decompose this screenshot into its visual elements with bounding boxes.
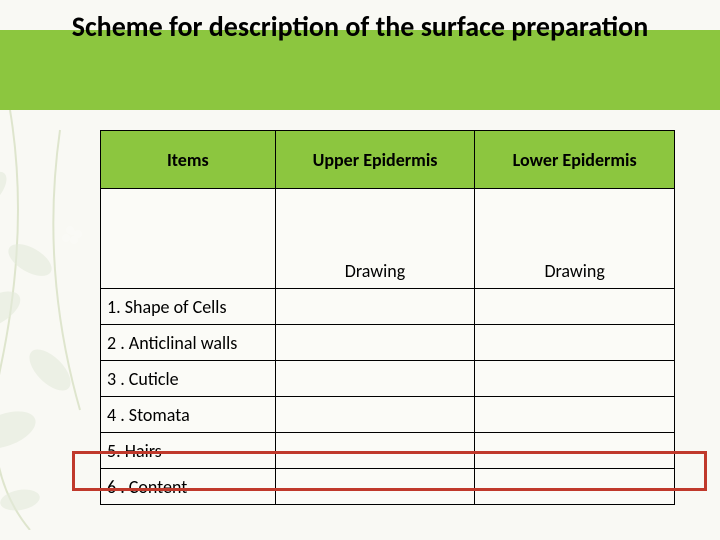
- table-row: 2 . Anticlinal walls: [101, 325, 675, 361]
- page-title: Scheme for description of the surface pr…: [0, 10, 720, 44]
- row-label: 2 . Anticlinal walls: [101, 325, 276, 361]
- table-row: 1. Shape of Cells: [101, 289, 675, 325]
- cell-upper: [275, 289, 475, 325]
- drawing-cell-lower: Drawing: [475, 189, 675, 289]
- cell-lower: [475, 469, 675, 505]
- cell-lower: [475, 361, 675, 397]
- table-row: 4 . Stomata: [101, 397, 675, 433]
- row-label: 4 . Stomata: [101, 397, 276, 433]
- cell-upper: [275, 325, 475, 361]
- drawing-cell-items: [101, 189, 276, 289]
- row-label: 5. Hairs: [101, 433, 276, 469]
- col-header-lower: Lower Epidermis: [475, 131, 675, 189]
- cell-upper: [275, 433, 475, 469]
- table-row: 6 . Content: [101, 469, 675, 505]
- cell-lower: [475, 325, 675, 361]
- table-row: 5. Hairs: [101, 433, 675, 469]
- col-header-items: Items: [101, 131, 276, 189]
- cell-lower: [475, 397, 675, 433]
- drawing-cell-upper: Drawing: [275, 189, 475, 289]
- col-header-upper: Upper Epidermis: [275, 131, 475, 189]
- cell-lower: [475, 289, 675, 325]
- cell-upper: [275, 361, 475, 397]
- drawing-row: Drawing Drawing: [101, 189, 675, 289]
- cell-lower: [475, 433, 675, 469]
- cell-upper: [275, 397, 475, 433]
- table-header-row: Items Upper Epidermis Lower Epidermis: [101, 131, 675, 189]
- scheme-table: Items Upper Epidermis Lower Epidermis Dr…: [100, 130, 675, 505]
- row-label: 6 . Content: [101, 469, 276, 505]
- row-label: 3 . Cuticle: [101, 361, 276, 397]
- row-label: 1. Shape of Cells: [101, 289, 276, 325]
- cell-upper: [275, 469, 475, 505]
- table-row: 3 . Cuticle: [101, 361, 675, 397]
